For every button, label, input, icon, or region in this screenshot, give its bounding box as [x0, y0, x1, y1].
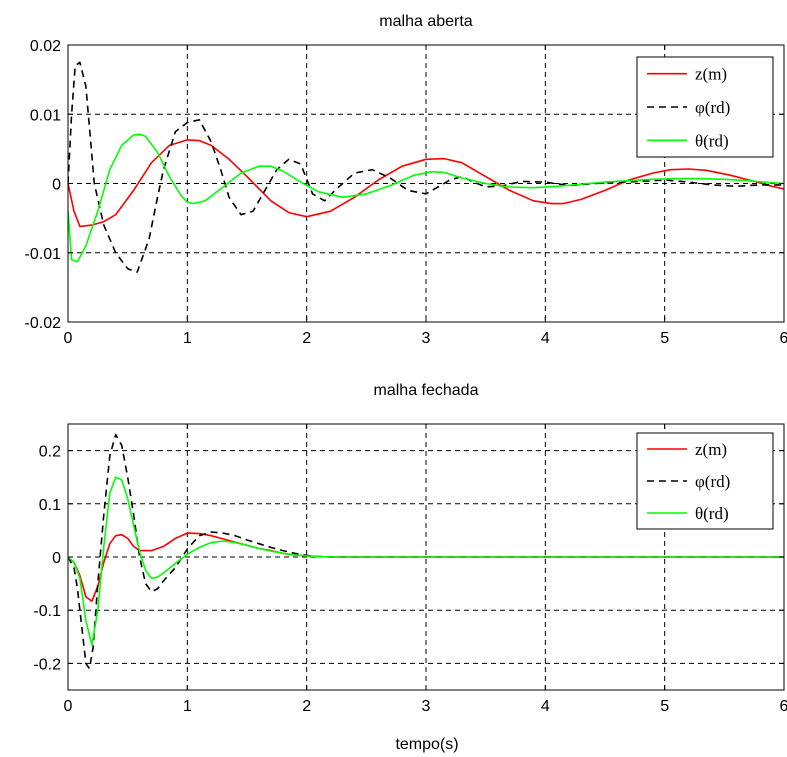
- y-tick-label: 0: [52, 177, 61, 194]
- x-tick-label: 6: [780, 330, 787, 347]
- x-tick-label: 2: [302, 330, 311, 347]
- x-tick-label: 0: [64, 330, 73, 347]
- y-tick-label: 0: [52, 550, 61, 567]
- subplot-2: malha fechada 0 1 2 3 4 5 6 -0.2 -0.1 0 0.1 0.2 z(m) φ…: [33, 382, 787, 715]
- x-tick-label: 3: [422, 698, 431, 715]
- series-line-3: [68, 133, 784, 263]
- legend-label-1: z(m): [695, 440, 727, 459]
- x-tick-label: 3: [422, 330, 431, 347]
- series-line-3: [68, 476, 784, 646]
- x-tick-label: 4: [541, 698, 550, 715]
- y-tick-label: -0.1: [33, 603, 61, 620]
- y-tick-label: -0.02: [25, 315, 62, 332]
- chart-title: malha aberta: [379, 13, 472, 30]
- series-line-1: [68, 139, 784, 228]
- y-tick-label: 0.1: [39, 497, 61, 514]
- x-tick-label: 2: [302, 698, 311, 715]
- y-tick-label: -0.01: [25, 246, 62, 263]
- legend-label-2: φ(rd): [695, 472, 730, 491]
- legend-label-3: θ(rd): [695, 131, 729, 150]
- legend: z(m) φ(rd) θ(rd): [636, 56, 774, 158]
- chart-title: malha fechada: [374, 382, 479, 399]
- y-tick-label: -0.2: [33, 656, 61, 673]
- legend-label-3: θ(rd): [695, 504, 729, 523]
- x-tick-label: 5: [660, 698, 669, 715]
- y-tick-label: 0.2: [39, 444, 61, 461]
- legend-label-2: φ(rd): [695, 98, 730, 117]
- x-tick-label: 1: [183, 330, 192, 347]
- x-tick-label: 4: [541, 330, 550, 347]
- x-axis-label: tempo(s): [395, 736, 458, 753]
- legend: z(m) φ(rd) θ(rd): [636, 432, 774, 530]
- x-tick-label: 6: [780, 698, 787, 715]
- y-tick-label: 0.02: [30, 38, 61, 55]
- legend-label-1: z(m): [695, 65, 727, 84]
- x-tick-label: 5: [660, 330, 669, 347]
- x-tick-label: 0: [64, 698, 73, 715]
- y-tick-label: 0.01: [30, 107, 61, 124]
- x-tick-label: 1: [183, 698, 192, 715]
- subplot-1: malha aberta 0 1 2 3 4 5 6 -0.02 -0.01 0 0.01 0.02 z(…: [25, 13, 787, 347]
